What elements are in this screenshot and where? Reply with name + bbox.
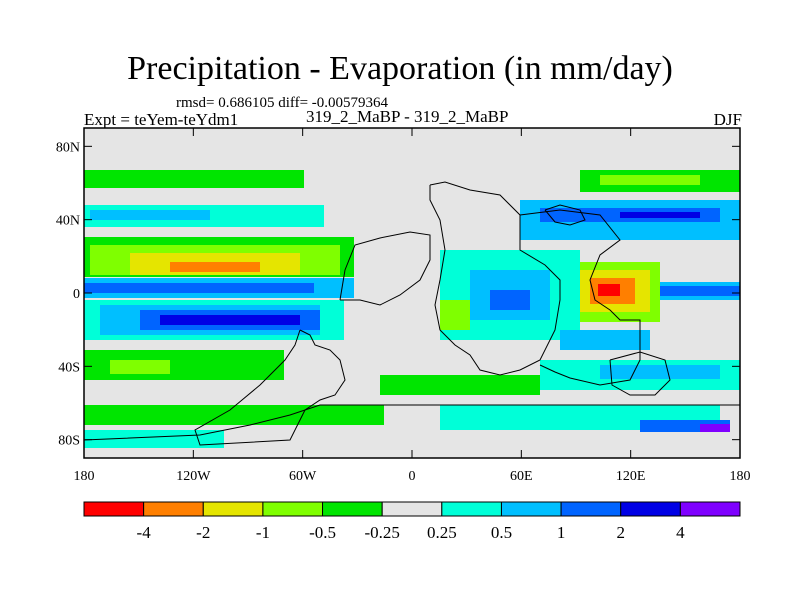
y-tick-label: 40S — [58, 360, 80, 375]
comparison-label: 319_2_MaBP - 319_2_MaBP — [306, 107, 509, 126]
x-tick-label: 120E — [616, 469, 646, 484]
colorbar-level-label: -1 — [256, 523, 270, 542]
colorbar-level-label: 0.5 — [491, 523, 512, 542]
colorbar-level-label: 1 — [557, 523, 566, 542]
x-tick-label: 180 — [730, 469, 751, 484]
colorbar: -4 -2 -1 -0.5 -0.25 0.25 0.5 1 2 4 — [83, 501, 741, 542]
colorbar-swatch — [143, 501, 204, 517]
colorbar-swatch — [83, 501, 145, 517]
field-southern-ocean — [84, 405, 730, 448]
y-tick-label: 80S — [58, 434, 80, 449]
season-label: DJF — [713, 110, 742, 129]
chart-stats: rmsd= 0.686105 diff= -0.00579364 — [176, 95, 389, 111]
colorbar-level-label: 2 — [616, 523, 625, 542]
continent-outlines — [83, 181, 741, 450]
australia-outline — [609, 351, 671, 396]
colorbar-swatch — [322, 501, 383, 517]
y-axis: 80N 40N 0 40S 80S — [56, 140, 740, 449]
colorbar-swatch — [381, 501, 443, 517]
y-tick-label: 40N — [56, 214, 80, 229]
colorbar-swatch — [560, 501, 622, 517]
colorbar-level-label: -4 — [137, 523, 152, 542]
greenland-outline — [544, 204, 586, 226]
x-tick-label: 0 — [409, 469, 416, 484]
field-south-pacific-convergence — [84, 300, 344, 340]
colorbar-level-label: -0.5 — [309, 523, 336, 542]
africa-outline — [429, 181, 561, 376]
colorbar-swatch — [441, 501, 502, 517]
colorbar-level-label: 4 — [676, 523, 685, 542]
field-south-mid-latitude — [84, 350, 740, 395]
x-axis: 180 120W 60W 0 60E 120E 180 — [74, 128, 751, 484]
experiment-label: Expt = teYem-teYdm1 — [84, 110, 239, 129]
field-africa-indian-mix — [440, 250, 650, 350]
colorbar-level-label: -0.25 — [364, 523, 399, 542]
colorbar-swatch — [679, 501, 741, 517]
x-tick-label: 60W — [289, 469, 317, 484]
field-layer — [84, 170, 740, 448]
field-subtropical-dry — [84, 237, 354, 277]
x-tick-label: 180 — [74, 469, 95, 484]
america-north-outline — [339, 231, 431, 306]
colorbar-swatch — [500, 501, 562, 517]
colorbar-level-label: 0.25 — [427, 523, 457, 542]
chart-title: Precipitation - Evaporation (in mm/day) — [127, 50, 673, 87]
colorbar-swatch — [202, 501, 264, 517]
x-tick-label: 120W — [176, 469, 211, 484]
x-tick-label: 60E — [510, 469, 533, 484]
field-indian-dry — [570, 262, 660, 322]
y-tick-label: 0 — [73, 287, 80, 302]
field-north-pacific-storm — [84, 200, 740, 240]
y-tick-label: 80N — [56, 140, 80, 155]
colorbar-swatch — [262, 501, 324, 517]
colorbar-swatch — [620, 501, 681, 517]
asia-outline — [519, 209, 641, 386]
south-america-outline — [194, 329, 346, 446]
colorbar-level-label: -2 — [196, 523, 210, 542]
field-northern-green-band — [84, 170, 740, 192]
